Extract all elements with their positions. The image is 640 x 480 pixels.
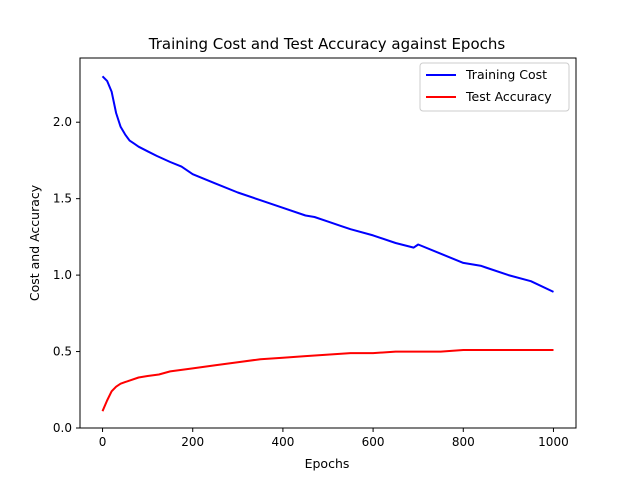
legend-label-training-cost: Training Cost bbox=[465, 67, 547, 82]
series-line-training-cost bbox=[101, 75, 554, 293]
x-tick-label: 800 bbox=[452, 435, 475, 449]
legend: Training Cost Test Accuracy bbox=[419, 62, 570, 112]
y-axis-label: Cost and Accuracy bbox=[27, 184, 42, 301]
y-tick-label: 0.0 bbox=[53, 421, 72, 435]
y-tick-label: 1.0 bbox=[53, 268, 72, 282]
y-tick-label: 2.0 bbox=[53, 115, 72, 129]
legend-label-test-accuracy: Test Accuracy bbox=[465, 89, 552, 104]
y-tick-label: 1.5 bbox=[53, 192, 72, 206]
chart-title: Training Cost and Test Accuracy against … bbox=[148, 35, 506, 53]
legend-box bbox=[419, 62, 570, 112]
x-tick-label: 1000 bbox=[538, 435, 569, 449]
x-tick-label: 600 bbox=[362, 435, 385, 449]
x-axis-label: Epochs bbox=[305, 456, 350, 471]
y-tick-label: 0.5 bbox=[53, 345, 72, 359]
x-tick-label: 400 bbox=[271, 435, 294, 449]
ticks-layer: 0 200 400 600 800 1000 0.0 0.5 1.0 1.5 2.0 bbox=[53, 115, 569, 449]
x-tick-label: 200 bbox=[181, 435, 204, 449]
x-tick-label: 0 bbox=[99, 435, 107, 449]
plot-frame bbox=[79, 57, 577, 429]
series-layer bbox=[101, 75, 554, 412]
series-line-test-accuracy bbox=[101, 349, 554, 412]
